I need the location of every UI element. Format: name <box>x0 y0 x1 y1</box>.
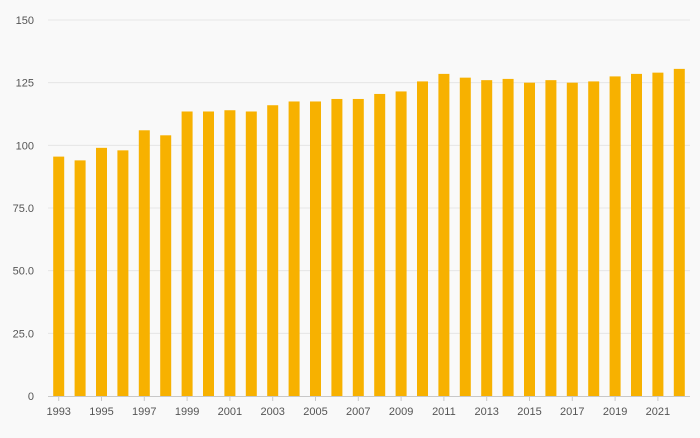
x-tick-label: 1995 <box>89 406 113 418</box>
bar-2022 <box>673 68 685 396</box>
bar-1993 <box>53 156 65 396</box>
x-tick-label: 1999 <box>175 406 199 418</box>
x-tick-label: 2009 <box>389 406 413 418</box>
bar-2013 <box>481 80 493 396</box>
x-tick-label: 2013 <box>474 406 498 418</box>
bar-2016 <box>545 80 557 396</box>
bar-2006 <box>331 98 343 397</box>
y-tick-label: 125 <box>16 78 34 90</box>
y-tick-label: 0 <box>28 391 34 403</box>
bar-2020 <box>631 73 642 396</box>
x-tick-label: 2005 <box>303 406 327 418</box>
x-tick-label: 2001 <box>218 406 242 418</box>
x-tick-label: 2003 <box>260 406 284 418</box>
bar-1995 <box>96 147 107 396</box>
bar-2005 <box>310 101 321 396</box>
bar-2017 <box>566 82 578 397</box>
x-tick-label: 2015 <box>517 406 541 418</box>
y-tick-label: 75.0 <box>13 203 34 215</box>
bar-2021 <box>652 72 664 396</box>
x-tick-label: 2011 <box>432 406 456 418</box>
bar-1997 <box>138 130 150 397</box>
y-tick-label: 100 <box>16 140 34 152</box>
bar-2012 <box>459 77 471 397</box>
bar-2010 <box>417 81 428 396</box>
bar-1996 <box>117 150 129 396</box>
x-axis-tick-labels: 1993 1995 1997 1999 2001 2003 2005 2007 2009 2011… <box>46 406 670 418</box>
y-tick-label: 150 <box>16 15 34 27</box>
x-tick-label: 2007 <box>346 406 370 418</box>
bar-1998 <box>160 135 172 396</box>
bar-2004 <box>288 101 300 396</box>
x-tick-label: 1997 <box>132 406 156 418</box>
bar-1999 <box>181 111 193 397</box>
bar-2019 <box>609 76 621 397</box>
y-axis-tick-labels: 0 25.0 50.0 75.0 100 125 150 <box>13 15 34 403</box>
bar-2007 <box>352 98 364 397</box>
bar-2001 <box>224 110 236 397</box>
y-tick-label: 50.0 <box>13 266 34 278</box>
bar-2018 <box>588 81 600 396</box>
bar-2003 <box>267 105 279 396</box>
bar-2002 <box>245 111 257 397</box>
x-tick-label: 2019 <box>603 406 627 418</box>
x-tick-label: 2017 <box>560 406 584 418</box>
y-tick-label: 25.0 <box>13 328 34 340</box>
bar-1994 <box>74 160 86 396</box>
bar-2009 <box>395 91 407 396</box>
bar-2014 <box>502 78 514 396</box>
bar-series <box>53 68 685 397</box>
x-axis <box>48 396 690 401</box>
bar-2000 <box>203 111 214 397</box>
bar-2015 <box>524 82 535 397</box>
x-tick-label: 1993 <box>46 406 70 418</box>
bar-2008 <box>374 93 386 396</box>
x-tick-label: 2021 <box>646 406 670 418</box>
bar-2011 <box>438 73 450 396</box>
grid-lines <box>48 19 690 334</box>
